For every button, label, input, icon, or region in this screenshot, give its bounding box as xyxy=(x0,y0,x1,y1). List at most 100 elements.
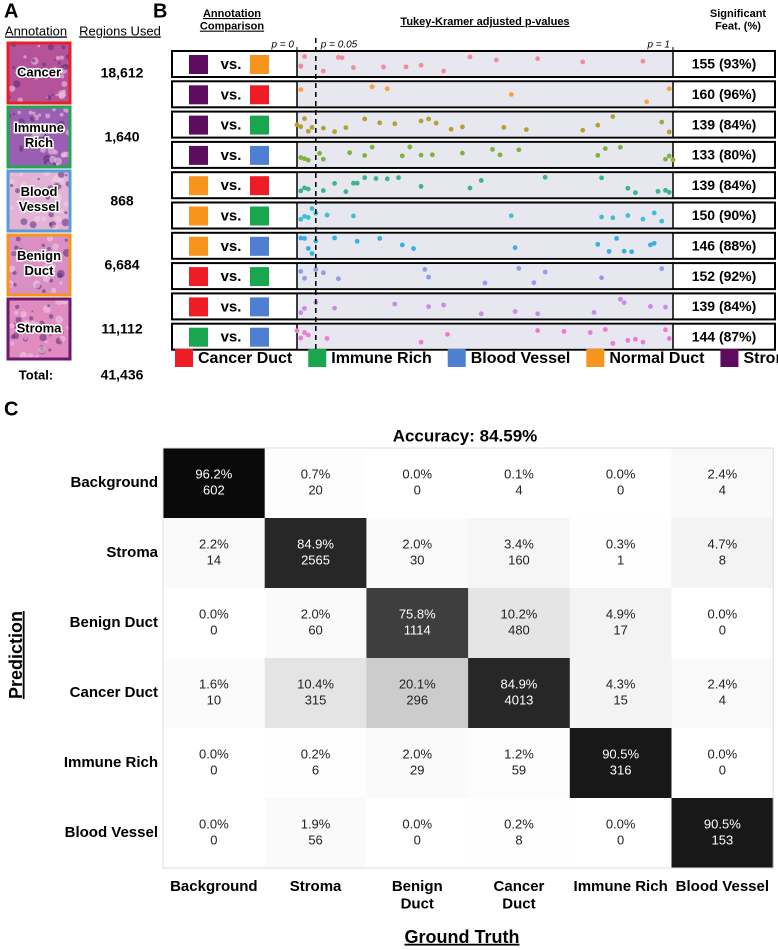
tissue-texture xyxy=(37,177,40,181)
plot-area xyxy=(297,324,673,349)
heatmap-cell xyxy=(264,588,367,659)
heatmap-cell xyxy=(671,728,774,799)
x-tick-label: Immune Rich xyxy=(574,878,668,895)
p-value-dot xyxy=(305,246,311,251)
p-value-dot xyxy=(332,180,337,186)
p-value-dot xyxy=(666,129,672,135)
heatmap-cell xyxy=(366,518,469,589)
class-swatch xyxy=(250,297,269,317)
x-tick-label: Blood Vessel xyxy=(676,878,769,895)
tissue-texture xyxy=(32,111,36,116)
p-value-dot xyxy=(482,280,488,286)
p-value-dot xyxy=(332,235,337,241)
class-swatch xyxy=(250,115,269,135)
tissue-texture xyxy=(29,116,36,122)
p-value-dot xyxy=(625,213,631,218)
tissue-texture xyxy=(55,315,64,324)
comparison-separator: vs. xyxy=(221,86,242,103)
cell-count: 6 xyxy=(312,762,319,777)
cell-percent: 2.4% xyxy=(708,676,738,691)
p-value-dot xyxy=(298,269,304,274)
p-value-dot xyxy=(302,330,307,335)
cell-percent: 10.2% xyxy=(501,606,538,621)
cell-percent: 1.2% xyxy=(504,746,534,761)
heatmap-cell xyxy=(163,658,266,729)
significant-features: 144 (87%) xyxy=(692,328,757,344)
tissue-texture xyxy=(34,187,39,192)
legend-label: Blood Vessel xyxy=(471,350,571,367)
cell-percent: 4.9% xyxy=(606,606,636,621)
cell-percent: 0.0% xyxy=(606,816,636,831)
tissue-image xyxy=(6,296,72,361)
tissue-texture xyxy=(52,224,59,231)
p-value-dot xyxy=(298,188,304,194)
heatmap-cell xyxy=(264,798,367,869)
p-value-dot xyxy=(362,153,368,158)
p-value-dot xyxy=(508,92,514,97)
class-swatch xyxy=(250,85,269,105)
tissue-texture xyxy=(31,310,34,313)
tissue-texture xyxy=(26,71,32,78)
tissue-texture xyxy=(13,80,21,88)
p-value-dot xyxy=(354,238,360,244)
cell-percent: 84.9% xyxy=(297,536,334,551)
y-tick-label: Blood Vessel xyxy=(65,824,158,841)
p-value-dot xyxy=(324,212,330,218)
plot-area xyxy=(297,112,673,137)
cell-count: 20 xyxy=(308,482,322,497)
cell-count: 1114 xyxy=(404,622,431,637)
p-value-dot xyxy=(381,64,386,70)
heatmap-cell xyxy=(569,798,672,869)
significant-features: 139 (84%) xyxy=(692,116,757,132)
p-value-dot xyxy=(426,116,431,122)
p-value-dot xyxy=(369,84,375,90)
p-value-dot xyxy=(610,340,616,346)
p-value-dot xyxy=(332,305,337,311)
tissue-texture xyxy=(55,93,59,97)
cell-percent: 0.0% xyxy=(402,816,432,831)
total-label: Total: xyxy=(19,367,53,382)
tissue-border xyxy=(6,233,72,297)
tissue-texture xyxy=(37,130,45,138)
tissue-texture xyxy=(28,190,32,194)
cell-percent: 0.0% xyxy=(199,606,229,621)
p-value-dot xyxy=(418,152,424,158)
tissue-texture xyxy=(57,177,65,185)
tissue-texture xyxy=(49,334,52,337)
p-value-dot xyxy=(599,275,604,281)
tissue-border xyxy=(6,41,72,105)
p-value-dot xyxy=(633,190,638,196)
p-value-dot xyxy=(335,54,341,60)
p-value-dot xyxy=(384,176,390,182)
p-value-dot xyxy=(441,68,447,74)
p-value-dot xyxy=(602,146,608,151)
tissue-texture xyxy=(11,173,14,176)
tissue-texture xyxy=(41,289,46,294)
heatmap-cell xyxy=(366,728,469,799)
significant-features: 133 (80%) xyxy=(692,147,757,163)
tissue-border xyxy=(6,105,72,169)
cell-count: 59 xyxy=(512,762,526,777)
cell-count: 0 xyxy=(719,762,726,777)
heatmap-cell xyxy=(366,588,469,659)
cell-count: 56 xyxy=(308,832,322,847)
cell-percent: 90.5% xyxy=(602,746,639,761)
class-swatch xyxy=(189,206,208,226)
comparison-separator: vs. xyxy=(221,147,242,164)
p-value-dot xyxy=(666,153,672,159)
cell-count: 315 xyxy=(305,692,327,707)
p-value-dot xyxy=(320,156,326,162)
legend-label: Cancer Duct xyxy=(198,350,293,367)
p-value-dot xyxy=(599,175,604,181)
p-value-dot xyxy=(429,152,435,158)
tissue-texture xyxy=(59,335,66,342)
tissue-border xyxy=(6,169,72,233)
cell-percent: 90.5% xyxy=(704,816,741,831)
p-value-dot xyxy=(610,114,616,120)
cell-percent: 0.0% xyxy=(402,466,432,481)
tissue-texture xyxy=(61,45,66,50)
p-value-dot xyxy=(433,120,439,126)
tissue-texture xyxy=(15,316,22,324)
p-value-dot xyxy=(448,126,454,132)
tissue-texture xyxy=(31,58,36,63)
